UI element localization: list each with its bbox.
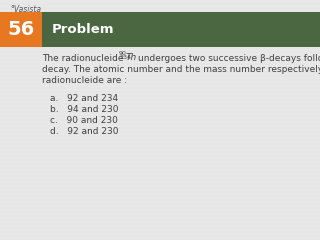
Text: The radionucleide: The radionucleide — [42, 54, 124, 63]
Text: 56: 56 — [7, 20, 35, 39]
Text: decay. The atomic number and the mass number respectively of the resulting: decay. The atomic number and the mass nu… — [42, 65, 320, 74]
Text: Th: Th — [126, 54, 137, 62]
Text: d.   92 and 230: d. 92 and 230 — [50, 127, 118, 136]
Bar — [42, 12, 320, 47]
Bar — [0, 12, 42, 47]
Text: a.   92 and 234: a. 92 and 234 — [50, 94, 118, 103]
Text: c.   90 and 230: c. 90 and 230 — [50, 116, 118, 125]
Text: °Vasista: °Vasista — [10, 5, 41, 14]
Text: 234: 234 — [119, 55, 131, 60]
Text: b.   94 and 230: b. 94 and 230 — [50, 105, 118, 114]
Text: Problem: Problem — [52, 23, 115, 36]
Text: undergoes two successive β-decays followed by one -: undergoes two successive β-decays follow… — [138, 54, 320, 63]
Text: radionucleide are :: radionucleide are : — [42, 76, 127, 85]
Text: 90: 90 — [119, 51, 127, 56]
